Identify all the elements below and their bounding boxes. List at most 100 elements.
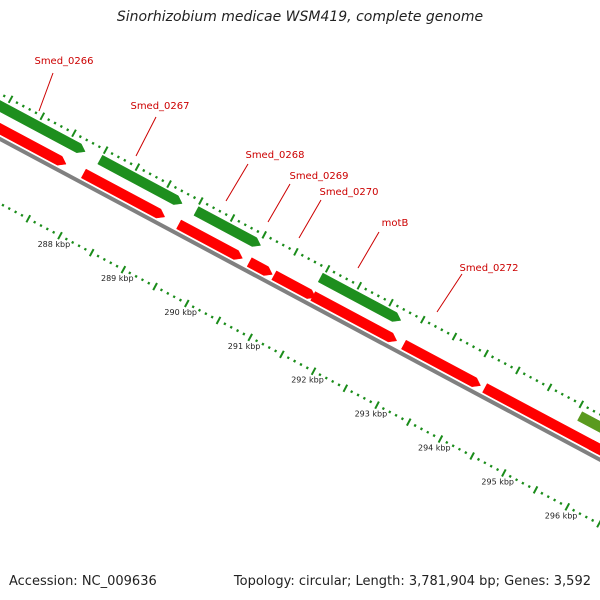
inner-minor-tick	[229, 325, 233, 329]
inner-minor-tick	[553, 498, 557, 502]
inner-minor-tick	[426, 430, 430, 434]
outer-minor-tick	[338, 273, 342, 278]
outer-minor-tick	[28, 107, 32, 112]
inner-minor-tick	[128, 271, 132, 275]
inner-minor-tick	[432, 434, 436, 438]
gene-arrow	[176, 219, 243, 260]
inner-minor-tick	[331, 379, 335, 384]
inner-minor-tick	[546, 495, 550, 499]
gene-arrow	[310, 291, 398, 343]
inner-minor-tick	[109, 261, 113, 265]
outer-minor-tick	[376, 294, 380, 298]
label-leader-line	[267, 183, 291, 223]
outer-minor-tick	[53, 121, 57, 125]
inner-minor-tick	[204, 312, 208, 316]
outer-major-tick	[451, 332, 458, 341]
outer-minor-tick	[47, 118, 51, 122]
inner-minor-tick	[584, 515, 588, 519]
outer-minor-tick	[554, 389, 558, 393]
inner-minor-tick	[489, 464, 493, 468]
outer-minor-tick	[218, 209, 222, 213]
inner-major-tick	[184, 299, 190, 308]
inner-major-tick	[469, 452, 475, 460]
outer-minor-tick	[510, 365, 514, 369]
outer-minor-tick	[59, 124, 63, 129]
outer-major-tick	[102, 146, 109, 155]
inner-minor-tick	[445, 440, 449, 445]
inner-minor-tick	[71, 240, 75, 245]
outer-minor-tick	[224, 212, 228, 217]
outer-minor-tick	[85, 138, 89, 142]
inner-minor-tick	[261, 342, 265, 346]
inner-minor-tick	[286, 356, 290, 360]
inner-minor-tick	[178, 298, 182, 302]
outer-minor-tick	[592, 409, 596, 413]
gene-arrow	[317, 272, 402, 322]
gene-label: motB	[382, 218, 409, 229]
outer-minor-tick	[465, 341, 469, 345]
outer-minor-tick	[573, 399, 577, 403]
outer-major-tick	[578, 400, 585, 409]
gene-label-layer: Smed_0266 Smed_0267 Smed_0268 Smed_0269 Smed…	[34, 56, 519, 313]
outer-minor-tick	[269, 236, 273, 240]
inner-minor-tick	[508, 474, 512, 478]
outer-minor-tick	[205, 202, 209, 206]
scale-label-layer: 288 kbp 289 kbp 290 kbp 291 kbp 292 kbp 293 k…	[38, 240, 578, 520]
outer-major-tick	[261, 230, 267, 239]
gene-arrow	[193, 206, 261, 247]
outer-minor-tick	[490, 355, 495, 359]
outer-minor-tick	[395, 304, 399, 308]
inner-tick-ring	[1, 203, 600, 528]
genome-summary-text: Topology: circular; Length: 3,781,904 bp…	[233, 574, 591, 589]
inner-minor-tick	[242, 332, 246, 336]
outer-minor-tick	[567, 395, 571, 400]
inner-minor-tick	[451, 444, 455, 448]
gene-arrow	[0, 100, 86, 153]
outer-minor-tick	[535, 379, 539, 383]
inner-minor-tick	[45, 227, 49, 231]
inner-minor-tick	[267, 345, 271, 350]
inner-minor-tick	[476, 457, 481, 462]
scale-label: 295 kbp	[481, 477, 514, 486]
inner-minor-tick	[293, 359, 297, 363]
outer-minor-tick	[66, 128, 70, 132]
scale-label: 293 kbp	[355, 410, 388, 419]
outer-minor-tick	[586, 406, 590, 410]
inner-minor-tick	[210, 315, 214, 319]
inner-minor-tick	[64, 237, 68, 241]
outer-minor-tick	[161, 179, 165, 183]
outer-minor-tick	[275, 240, 279, 244]
inner-minor-tick	[1, 203, 5, 207]
gene-label: Smed_0267	[130, 101, 189, 112]
outer-minor-tick	[110, 151, 114, 156]
inner-minor-tick	[464, 451, 468, 455]
accession-text: Accession: NC_009636	[9, 574, 157, 589]
outer-minor-tick	[129, 162, 133, 166]
outer-major-tick	[483, 349, 489, 358]
inner-minor-tick	[572, 508, 576, 512]
outer-minor-tick	[123, 158, 127, 162]
outer-major-tick	[198, 197, 204, 205]
inner-minor-tick	[591, 518, 595, 522]
gene-label: Smed_0269	[289, 171, 348, 182]
outer-minor-tick	[91, 141, 95, 145]
inner-minor-tick	[559, 501, 563, 506]
label-leader-line	[225, 163, 249, 202]
inner-minor-tick	[381, 406, 385, 411]
outer-major-tick	[388, 298, 394, 307]
inner-minor-tick	[14, 210, 18, 214]
inner-minor-tick	[483, 461, 487, 465]
inner-minor-tick	[496, 467, 500, 472]
outer-minor-tick	[142, 168, 146, 173]
inner-minor-tick	[369, 400, 373, 404]
outer-minor-tick	[154, 175, 158, 179]
inner-minor-tick	[172, 295, 176, 299]
outer-minor-tick	[427, 321, 431, 325]
inner-major-tick	[437, 435, 444, 444]
inner-major-tick	[279, 350, 285, 359]
inner-major-tick	[310, 367, 317, 376]
inner-minor-tick	[83, 247, 87, 251]
outer-minor-tick	[250, 226, 254, 230]
inner-minor-tick	[394, 413, 398, 417]
inner-major-tick	[25, 214, 32, 223]
